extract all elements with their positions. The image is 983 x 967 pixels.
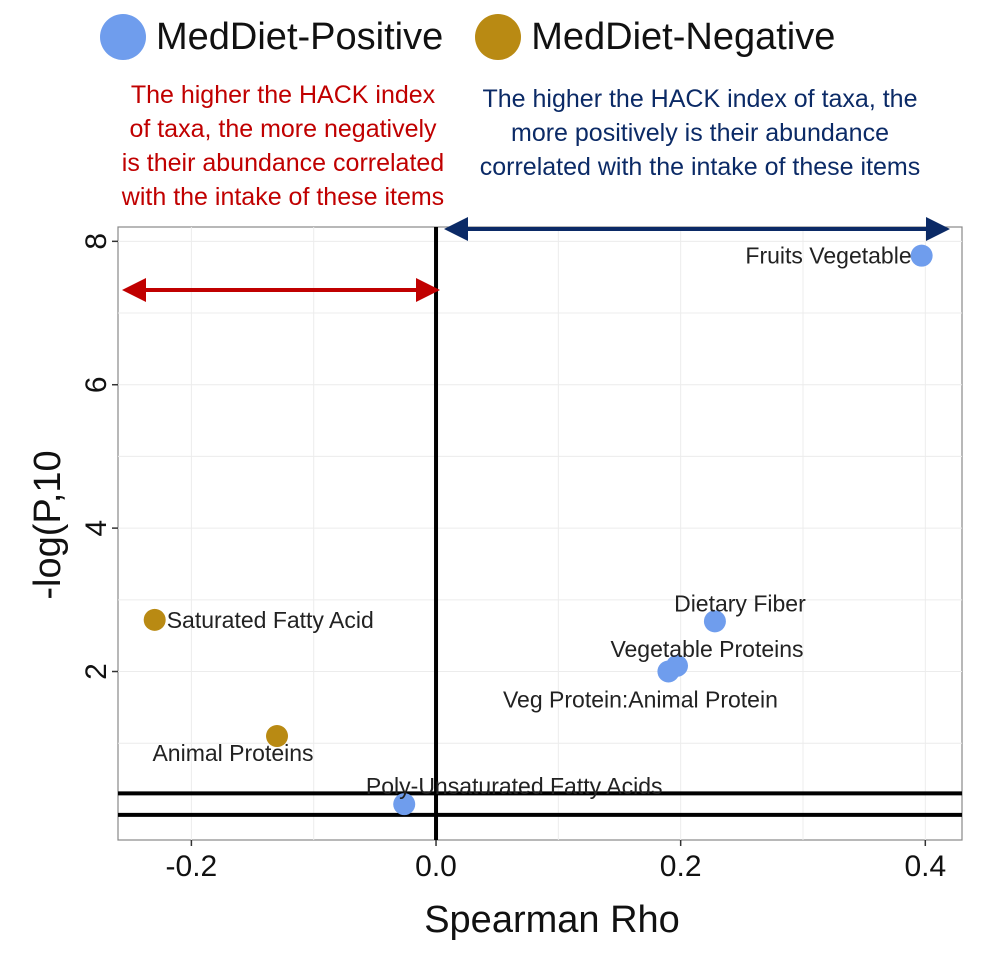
data-label: Poly-Unsaturated Fatty Acids (366, 773, 663, 799)
grid (118, 227, 962, 840)
legend-dot-positive (100, 14, 146, 60)
y-tick-label: 6 (80, 376, 113, 393)
x-tick-label: -0.2 (166, 850, 218, 883)
legend: MedDiet-Positive MedDiet-Negative (100, 14, 867, 60)
legend-label-negative: MedDiet-Negative (531, 15, 836, 58)
x-tick-label: 0.4 (904, 850, 946, 883)
y-tick-label: 2 (80, 663, 113, 680)
legend-item-positive: MedDiet-Positive (100, 14, 443, 60)
data-point (910, 244, 933, 267)
data-point (657, 660, 680, 683)
legend-item-negative: MedDiet-Negative (475, 14, 835, 60)
y-tick-label: 8 (80, 233, 113, 250)
annotation-arrows (122, 217, 950, 302)
legend-label-positive: MedDiet-Positive (156, 15, 444, 58)
plot-background (117, 226, 963, 841)
y-tick-label: 4 (80, 520, 113, 537)
x-axis-ticks: -0.2 0.0 0.2 0.4 (166, 840, 946, 883)
data-point (703, 610, 726, 633)
legend-dot-negative (475, 14, 522, 60)
x-axis-label: Spearman Rho (424, 899, 680, 941)
data-points (143, 244, 933, 816)
y-axis-label: -log(P,10 (27, 450, 69, 599)
data-point (143, 608, 166, 631)
annotation-positive: The higher the HACK index of taxa, the m… (479, 85, 921, 181)
data-label: Veg Protein:Animal Protein (503, 687, 778, 713)
data-label: Fruits Vegetable (745, 243, 911, 269)
data-point (266, 725, 289, 748)
data-label: Vegetable Proteins (610, 636, 803, 662)
data-labels: Fruits Vegetable Dietary Fiber Vegetable P… (152, 243, 911, 799)
y-axis-ticks: 2 4 6 8 (80, 233, 118, 680)
data-label: Saturated Fatty Acid (167, 607, 374, 633)
annotation-negative: The higher the HACK index of taxa, the m… (121, 81, 445, 211)
data-label: Dietary Fiber (674, 590, 806, 616)
x-tick-label: 0.0 (415, 850, 457, 883)
data-label: Animal Proteins (152, 740, 313, 766)
data-point (393, 793, 416, 816)
x-tick-label: 0.2 (660, 850, 702, 883)
reference-lines (118, 227, 962, 840)
